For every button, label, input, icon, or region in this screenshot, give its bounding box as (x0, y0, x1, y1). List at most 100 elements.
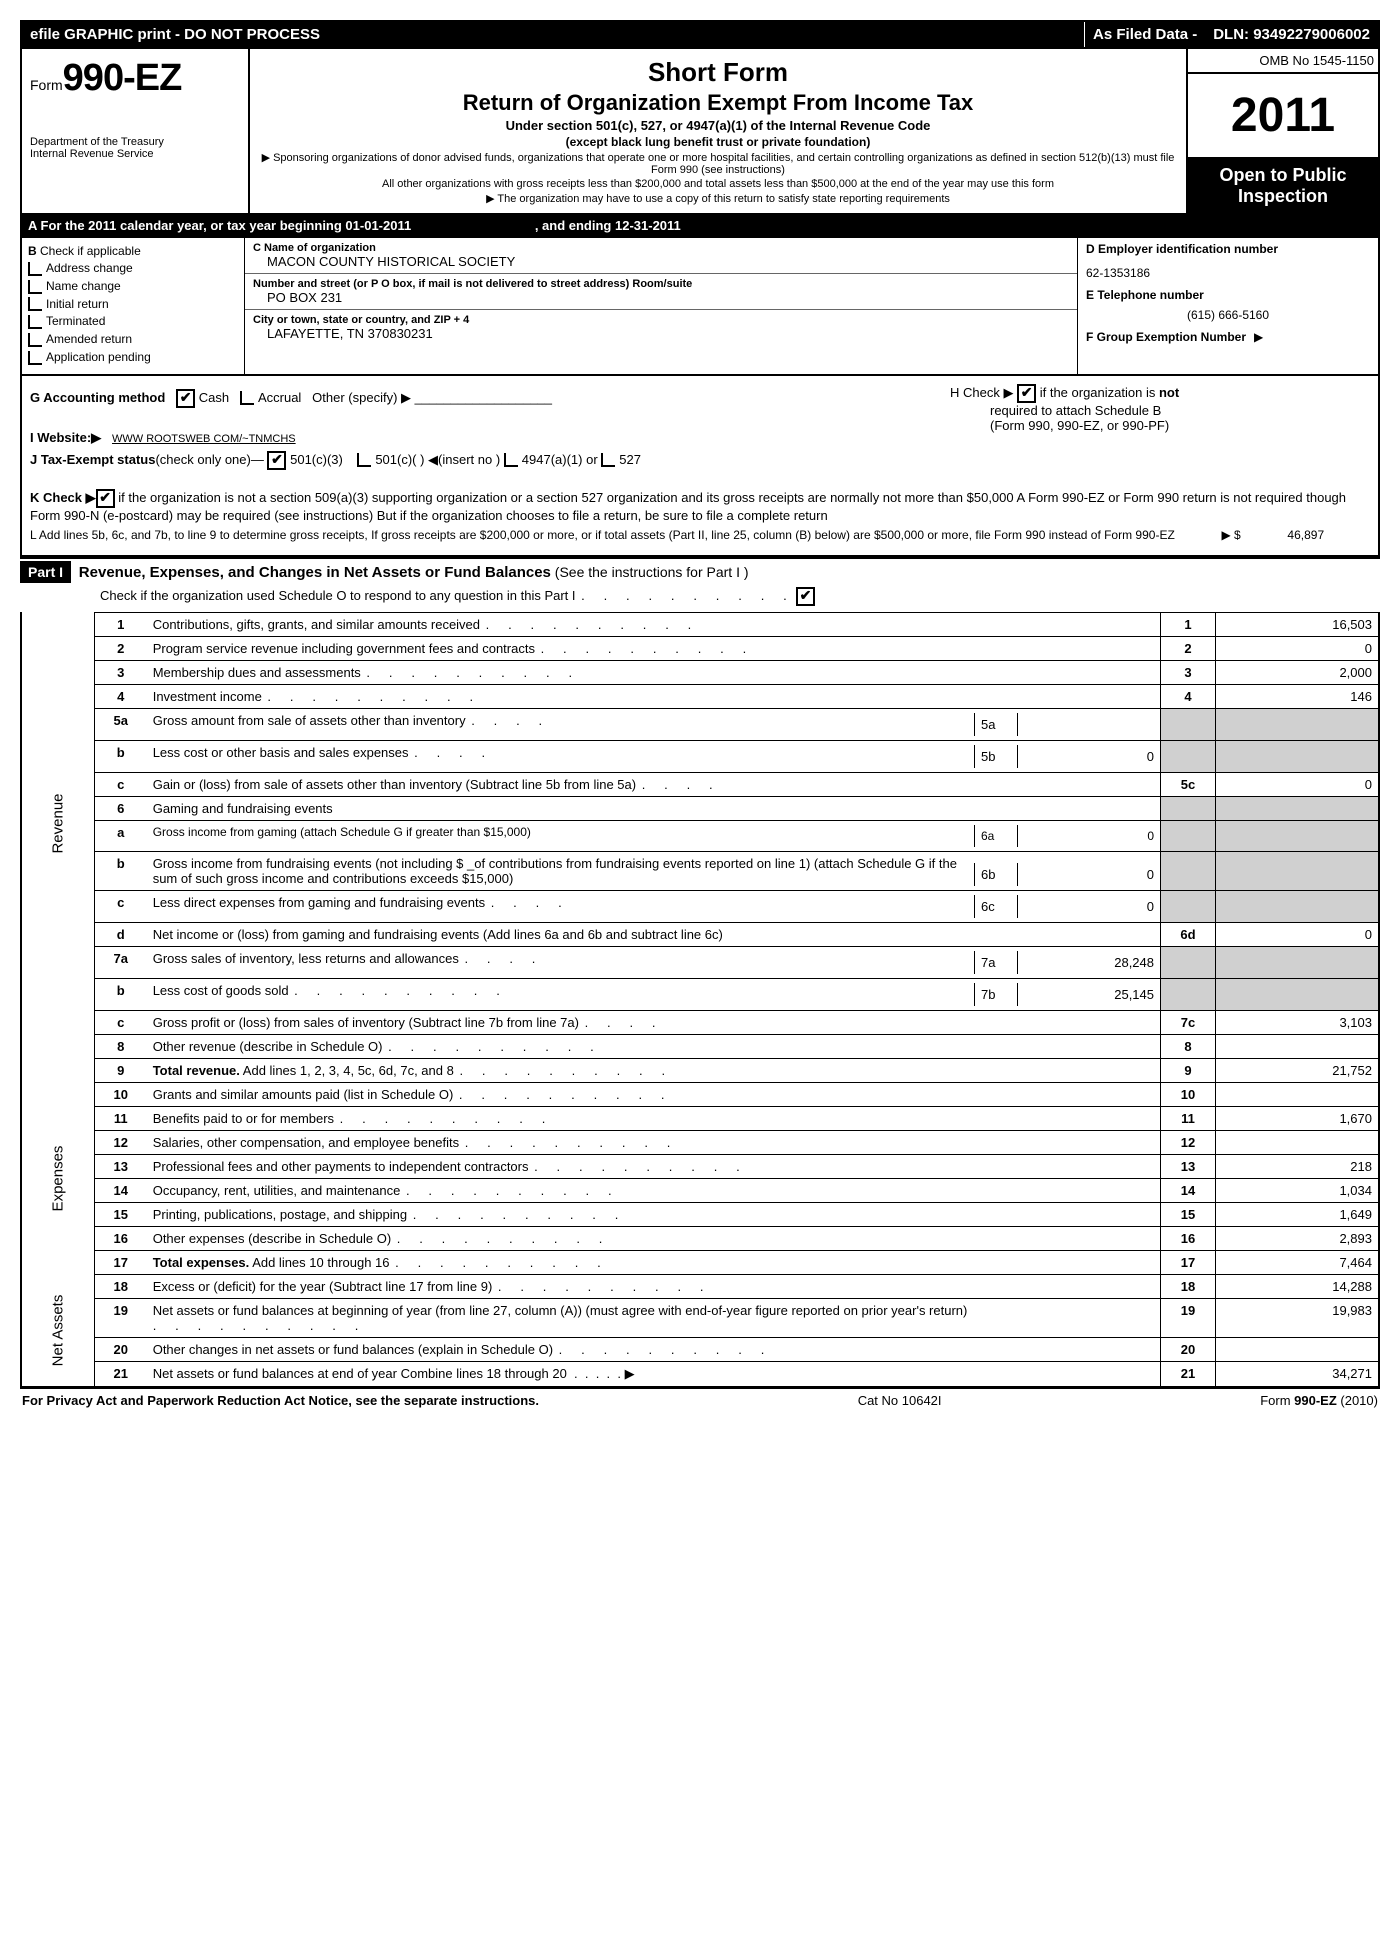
checkbox-namechange[interactable] (28, 280, 42, 294)
g-l-section: G Accounting method ✔ Cash Accrual Other… (20, 376, 1380, 557)
checkbox-527[interactable] (601, 453, 615, 467)
phone-label: E Telephone number (1086, 288, 1370, 302)
fine-print-3: The organization may have to use a copy … (260, 192, 1176, 205)
form-page: efile GRAPHIC print - DO NOT PROCESS As … (20, 20, 1380, 1412)
line-5c-value: 0 (1216, 772, 1380, 796)
phone-value: (615) 666-5160 (1086, 308, 1370, 322)
main-title: Return of Organization Exempt From Incom… (260, 90, 1176, 116)
line-12-value (1216, 1130, 1380, 1154)
checkbox-accrual[interactable] (240, 391, 254, 405)
ein-value: 62-1353186 (1086, 266, 1370, 280)
line-14-value: 1,034 (1216, 1178, 1380, 1202)
line-11-value: 1,670 (1216, 1106, 1380, 1130)
line-13-value: 218 (1216, 1154, 1380, 1178)
line-19-value: 19,983 (1216, 1298, 1380, 1337)
line-l-value: 46,897 (1287, 528, 1324, 542)
section-a-bar: A For the 2011 calendar year, or tax yea… (20, 215, 1380, 238)
checkbox-cash[interactable]: ✔ (176, 389, 195, 408)
checkbox-4947[interactable] (504, 453, 518, 467)
footer-form-ref: Form 990-EZ (2010) (1260, 1393, 1378, 1408)
revenue-side-label: Revenue (21, 612, 94, 1034)
line-7c-value: 3,103 (1216, 1010, 1380, 1034)
group-exemption-label: F Group Exemption Number (1086, 330, 1246, 344)
efile-label: efile GRAPHIC print - DO NOT PROCESS (22, 22, 1084, 47)
street-label: Number and street (or P O box, if mail i… (253, 278, 1069, 290)
checkbox-amended[interactable] (28, 333, 42, 347)
line-6c-value: 0 (1018, 895, 1160, 918)
dln-label: DLN: 93492279006002 (1205, 22, 1378, 47)
checkbox-part-i-schedule-o[interactable]: ✔ (796, 587, 815, 606)
col-c-org: C Name of organization MACON COUNTY HIST… (245, 238, 1078, 374)
line-17-value: 7,464 (1216, 1250, 1380, 1274)
checkbox-address[interactable] (28, 262, 42, 276)
row-g: G Accounting method ✔ Cash Accrual Other… (30, 389, 950, 408)
top-bar: efile GRAPHIC print - DO NOT PROCESS As … (20, 20, 1380, 49)
omb-number: OMB No 1545-1150 (1188, 49, 1378, 74)
org-name-label: C Name of organization (253, 242, 1069, 254)
checkbox-501c[interactable] (357, 453, 371, 467)
dept-treasury: Department of the Treasury (30, 136, 240, 148)
ein-label: D Employer identification number (1086, 242, 1370, 256)
line-1-value: 16,503 (1216, 612, 1380, 636)
footer: For Privacy Act and Paperwork Reduction … (20, 1388, 1380, 1412)
line-8-value (1216, 1034, 1380, 1058)
line-3-value: 2,000 (1216, 660, 1380, 684)
as-filed-label: As Filed Data - (1084, 22, 1205, 47)
title-col: Short Form Return of Organization Exempt… (250, 49, 1186, 213)
open-public-label: Open to Public Inspection (1188, 159, 1378, 213)
footer-left: For Privacy Act and Paperwork Reduction … (22, 1393, 539, 1408)
website-value: WWW ROOTSWEB COM/~TNMCHS (112, 433, 296, 445)
line-18-value: 14,288 (1216, 1274, 1380, 1298)
line-6b-value: 0 (1018, 863, 1160, 886)
form-id-col: Form990-EZ Department of the Treasury In… (22, 49, 250, 213)
line-4-value: 146 (1216, 684, 1380, 708)
form-prefix: Form (30, 77, 63, 93)
col-d-ids: D Employer identification number 62-1353… (1078, 238, 1378, 374)
row-k: K Check ▶✔ if the organization is not a … (30, 489, 1370, 523)
line-20-value (1216, 1337, 1380, 1361)
tax-year: 2011 (1188, 74, 1378, 159)
short-form-title: Short Form (260, 57, 1176, 88)
group-arrow: ▶ (1254, 330, 1263, 344)
city-label: City or town, state or country, and ZIP … (253, 314, 1069, 326)
netassets-side-label: Net Assets (21, 1274, 94, 1387)
checkbox-k[interactable]: ✔ (96, 489, 115, 508)
row-i: I Website:▶ WWW ROOTSWEB COM/~TNMCHS (30, 430, 950, 446)
fine-print-1: Sponsoring organizations of donor advise… (260, 151, 1176, 176)
info-block: B Check if applicable Address change Nam… (20, 238, 1380, 376)
line-7b-value: 25,145 (1018, 983, 1160, 1006)
dept-irs: Internal Revenue Service (30, 148, 240, 160)
row-l: L Add lines 5b, 6c, and 7b, to line 9 to… (30, 528, 1370, 542)
line-9-value: 21,752 (1216, 1058, 1380, 1082)
checkbox-501c3[interactable]: ✔ (267, 451, 286, 470)
line-10-value (1216, 1082, 1380, 1106)
form-number: 990-EZ (63, 57, 182, 99)
line-5b-value: 0 (1018, 745, 1160, 768)
part-i-header: Part I Revenue, Expenses, and Changes in… (20, 557, 1380, 612)
subtitle-section: Under section 501(c), 527, or 4947(a)(1)… (260, 118, 1176, 133)
line-7a-value: 28,248 (1018, 951, 1160, 974)
line-6d-value: 0 (1216, 922, 1380, 946)
row-j: J Tax-Exempt status(check only one)— ✔ 5… (30, 451, 950, 470)
footer-cat: Cat No 10642I (858, 1393, 942, 1408)
line-21-value: 34,271 (1216, 1361, 1380, 1387)
checkbox-terminated[interactable] (28, 315, 42, 329)
part-i-label: Part I (20, 561, 71, 583)
right-col: OMB No 1545-1150 2011 Open to Public Ins… (1186, 49, 1378, 213)
col-b-checkboxes: B Check if applicable Address change Nam… (22, 238, 245, 374)
checkbox-pending[interactable] (28, 351, 42, 365)
line-15-value: 1,649 (1216, 1202, 1380, 1226)
expenses-side-label: Expenses (21, 1082, 94, 1274)
part-i-table: Revenue 1Contributions, gifts, grants, a… (20, 612, 1380, 1388)
part-i-sub: Check if the organization used Schedule … (20, 587, 1380, 606)
checkbox-h[interactable]: ✔ (1017, 384, 1036, 403)
street-value: PO BOX 231 (253, 290, 1069, 305)
checkbox-initial[interactable] (28, 297, 42, 311)
fine-print-2: All other organizations with gross recei… (260, 178, 1176, 190)
line-16-value: 2,893 (1216, 1226, 1380, 1250)
subtitle-except: (except black lung benefit trust or priv… (260, 135, 1176, 149)
line-6a-value: 0 (1018, 825, 1160, 847)
line-5a-value (1018, 713, 1160, 736)
row-h: H Check ▶ ✔ if the organization is not r… (950, 384, 1370, 433)
city-value: LAFAYETTE, TN 370830231 (253, 326, 1069, 341)
